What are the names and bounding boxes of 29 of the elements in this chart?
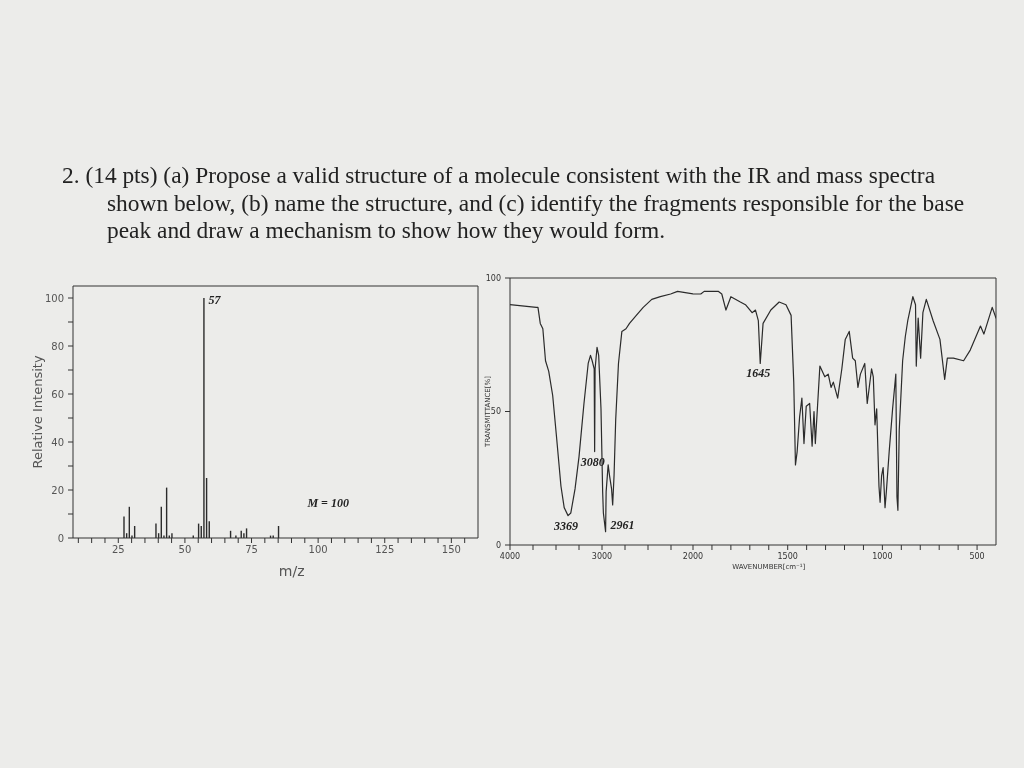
- annotation: 1645: [746, 366, 771, 381]
- y-tick-label: 100: [44, 292, 64, 304]
- y-tick-label: 40: [51, 436, 64, 448]
- x-tick-label: 3000: [591, 551, 613, 561]
- x-tick-label: 125: [375, 544, 395, 556]
- x-tick-label: 1000: [872, 551, 893, 561]
- x-axis-title: m/z: [278, 563, 305, 579]
- x-tick-label: 500: [969, 551, 985, 561]
- annotation: 57: [208, 292, 222, 307]
- y-axis-title: Relative Intensity: [29, 355, 45, 469]
- annotation: 3369: [553, 518, 579, 533]
- y-tick-label: 50: [490, 407, 501, 417]
- x-tick-label: 1500: [777, 551, 798, 561]
- x-tick-label: 2000: [682, 551, 704, 561]
- y-tick-label: 0: [495, 540, 501, 550]
- annotation: 2961: [609, 517, 635, 532]
- x-tick-label: 75: [245, 544, 258, 556]
- y-tick-label: 20: [51, 484, 64, 496]
- y-tick-label: 100: [485, 273, 501, 283]
- x-tick-label: 50: [178, 544, 192, 556]
- x-tick-label: 150: [441, 544, 461, 556]
- y-tick-label: 80: [51, 340, 64, 352]
- y-tick-label: 0: [57, 532, 64, 544]
- x-tick-label: 4000: [499, 551, 521, 561]
- x-tick-label: 100: [308, 544, 328, 556]
- annotation: M = 100: [307, 495, 349, 511]
- x-tick-label: 25: [111, 544, 125, 556]
- y-tick-label: 60: [51, 388, 64, 400]
- chart-title: 2. (14 pts) (a) Propose a valid structure of a molecule consistent with the IR and mass spectra shown below, (b) name the structure, and (c) identify the fragments responsible for the base peak and draw a mechanism to show how they would form.: [62, 162, 965, 245]
